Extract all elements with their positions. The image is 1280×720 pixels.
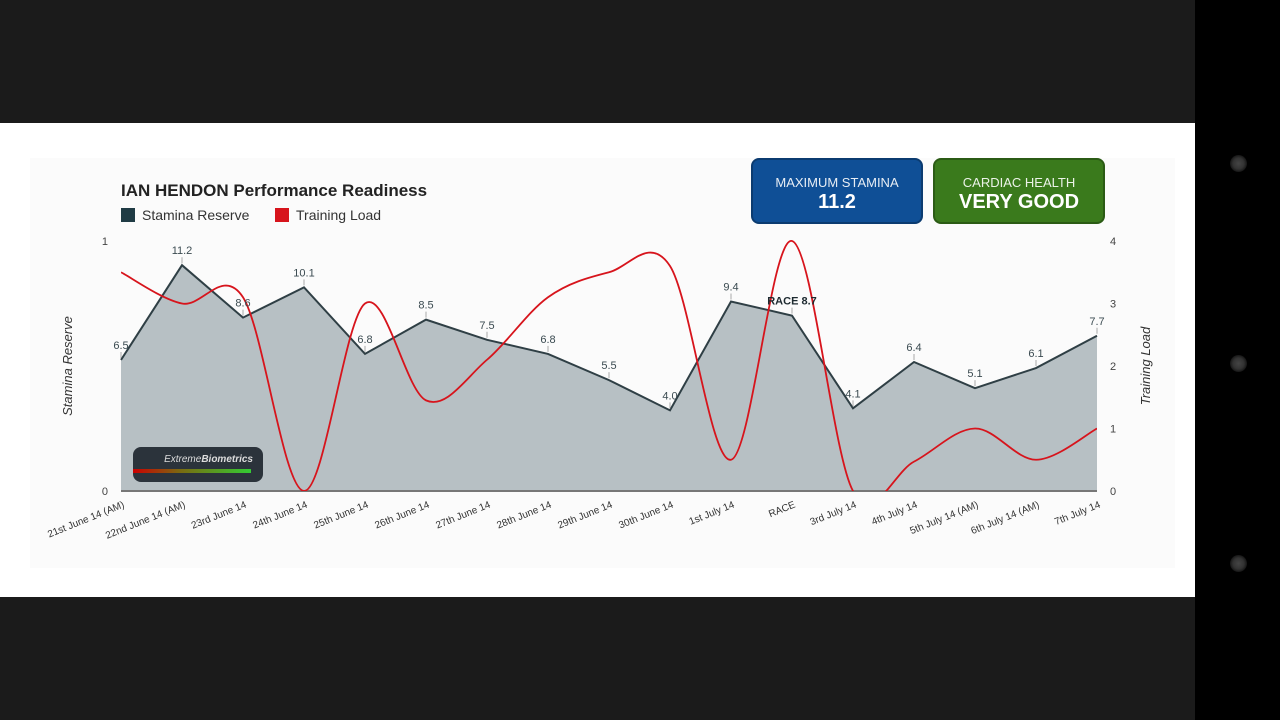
x-tick-label: 25th June 14 — [312, 499, 370, 531]
data-label-stamina: 5.1 — [967, 368, 982, 380]
nav-dot-1[interactable] — [1230, 155, 1247, 172]
x-tick-label: 5th July 14 (AM) — [908, 500, 980, 537]
data-label-stamina: 4.1 — [845, 388, 860, 400]
x-tick-label: 23rd June 14 — [190, 499, 249, 531]
logo-text-light: Extreme — [164, 454, 202, 465]
card-label: CARDIAC HEALTH — [962, 175, 1076, 190]
x-tick-label: 4th July 14 — [870, 499, 919, 527]
data-label-stamina: 7.5 — [479, 320, 494, 332]
data-label-stamina: 6.5 — [113, 340, 128, 352]
left-tick-label: 0 — [102, 486, 108, 498]
data-label-stamina: 8.5 — [418, 300, 433, 312]
data-label-stamina: 6.8 — [540, 334, 555, 346]
x-tick-label: 29th June 14 — [556, 499, 614, 531]
legend-label: Training Load — [296, 207, 382, 223]
data-label-stamina: 6.4 — [906, 342, 921, 354]
x-tick-label: 6th July 14 (AM) — [969, 500, 1041, 537]
data-label-stamina: 8.6 — [235, 298, 250, 310]
logo-gradient-bar — [133, 469, 251, 473]
x-tick-label: 7th July 14 — [1053, 499, 1102, 527]
x-tick-label: 24th June 14 — [251, 499, 309, 531]
cardiac-health-card: CARDIAC HEALTH VERY GOOD — [933, 158, 1105, 224]
nav-dot-2[interactable] — [1230, 355, 1247, 372]
data-label-stamina: 6.1 — [1028, 348, 1043, 360]
right-tick-label: 1 — [1110, 424, 1116, 436]
x-tick-label: 3rd July 14 — [809, 499, 859, 528]
right-tick-label: 2 — [1110, 361, 1116, 373]
right-tick-label: 0 — [1110, 486, 1116, 498]
extreme-biometrics-logo: ExtremeBiometrics — [133, 447, 263, 482]
data-label-stamina: 4.0 — [662, 390, 677, 402]
stamina-line — [120, 263, 1098, 412]
x-tick-label: 28th June 14 — [495, 499, 553, 531]
chart-svg: 6.5 11.2 8.6 10.1 6.8 8.5 7.5 6.8 5.5 4.0 9.4 RACE … — [46, 236, 1153, 542]
legend-training[interactable]: Training Load — [275, 207, 381, 223]
left-axis-title: Stamina Reserve — [60, 316, 75, 416]
legend-swatch-training — [275, 208, 289, 222]
stamina-area — [121, 265, 1097, 491]
data-label-stamina: 9.4 — [723, 281, 738, 293]
logo-text-bold: Biometrics — [201, 454, 253, 465]
chart-title: IAN HENDON Performance Readiness — [121, 181, 428, 200]
data-label-stamina: 6.8 — [357, 334, 372, 346]
x-tick-label: RACE — [767, 499, 797, 520]
training-load-line — [121, 240, 1097, 491]
legend-swatch-stamina — [121, 208, 135, 222]
right-tick-label: 3 — [1110, 299, 1116, 311]
left-tick-label: 1 — [102, 236, 108, 248]
card-label: MAXIMUM STAMINA — [775, 175, 899, 190]
data-label-stamina: 5.5 — [601, 360, 616, 372]
x-tick-label: 1st July 14 — [688, 499, 737, 527]
x-tick-label: 30th June 14 — [617, 499, 675, 531]
x-tick-label: 27th June 14 — [434, 499, 492, 531]
x-tick-label: 26th June 14 — [373, 499, 431, 531]
data-label-stamina: RACE 8.7 — [767, 296, 817, 308]
maximum-stamina-card: MAXIMUM STAMINA 11.2 — [751, 158, 923, 224]
nav-dot-3[interactable] — [1230, 555, 1247, 572]
data-label-stamina: 7.7 — [1089, 316, 1104, 328]
data-label-stamina: 10.1 — [293, 267, 314, 279]
right-axis-title: Training Load — [1138, 326, 1153, 405]
legend-stamina[interactable]: Stamina Reserve — [121, 207, 249, 223]
data-label-stamina: 11.2 — [172, 245, 193, 257]
right-tick-label: 4 — [1110, 236, 1116, 248]
card-value: 11.2 — [818, 191, 856, 213]
card-value: VERY GOOD — [958, 191, 1080, 213]
legend-label: Stamina Reserve — [142, 207, 250, 223]
